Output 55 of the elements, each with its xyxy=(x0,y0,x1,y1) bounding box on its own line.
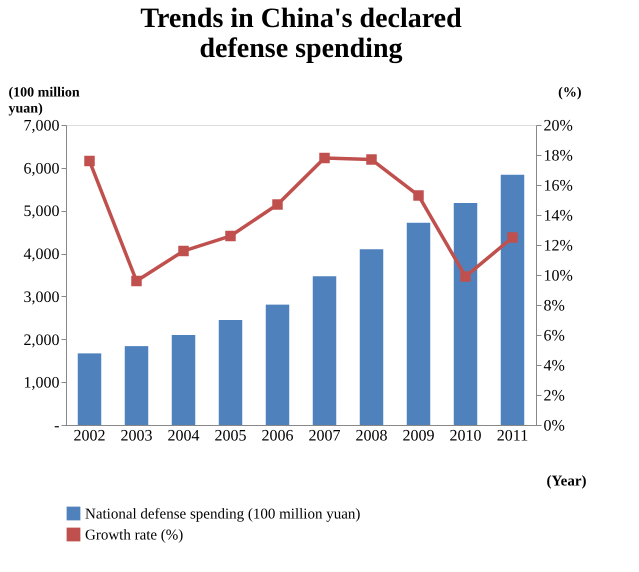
y2-tick-label: 18% xyxy=(544,148,573,164)
y2-tick-label: 16% xyxy=(544,178,573,194)
y2-tick-label: 8% xyxy=(544,298,565,314)
x-tick-label: 2003 xyxy=(120,428,152,444)
point xyxy=(84,156,95,166)
bar xyxy=(124,346,148,425)
point xyxy=(178,246,189,256)
y2-tick-label: 4% xyxy=(544,358,565,374)
point xyxy=(460,271,471,282)
x-tick-label: 2002 xyxy=(74,428,106,444)
bar xyxy=(312,276,336,425)
x-tick-label: 2011 xyxy=(496,428,528,444)
y-tick-label: 7,000 xyxy=(24,118,60,134)
y-tick-label: 5,000 xyxy=(24,203,60,220)
point xyxy=(413,190,424,201)
y2-tick-label: 14% xyxy=(544,208,573,224)
bar xyxy=(500,174,524,425)
y2-tick-label: 10% xyxy=(544,268,573,284)
y-tick-label: 3,000 xyxy=(24,288,60,306)
y2-tick-label: 12% xyxy=(544,238,573,254)
y-tick-label: 6,000 xyxy=(24,160,60,178)
x-tick-label: 2004 xyxy=(168,428,200,444)
bar xyxy=(266,304,290,425)
chart-title: Trends in China's declared defense spending xyxy=(140,3,462,64)
x-axis-title: (Year) xyxy=(546,474,586,490)
point xyxy=(507,232,518,243)
bar xyxy=(172,335,196,425)
x-tick-label: 2007 xyxy=(308,428,340,444)
y2-axis-title: (%) xyxy=(558,86,582,100)
point xyxy=(131,276,142,286)
y-tick-label: 1,000 xyxy=(24,374,60,392)
legend-label: National defense spending (100 million yuan) xyxy=(85,506,360,522)
y-tick-label: 4,000 xyxy=(24,246,60,264)
x-tick-label: 2009 xyxy=(402,428,434,444)
point xyxy=(272,199,283,210)
y-tick-label: 2,000 xyxy=(24,332,60,349)
bar xyxy=(218,320,242,425)
x-tick-label: 2006 xyxy=(262,428,294,444)
y2-tick-label: 20% xyxy=(544,118,573,134)
y2-tick-label: 2% xyxy=(544,388,565,404)
x-tick-label: 2005 xyxy=(214,428,246,444)
bar xyxy=(78,353,102,425)
legend-label: Growth rate (%) xyxy=(85,528,184,544)
point xyxy=(366,154,377,165)
bar xyxy=(360,249,384,425)
bar xyxy=(454,203,478,425)
bar xyxy=(406,222,430,425)
y-tick-label: - xyxy=(54,418,60,434)
x-tick-label: 2008 xyxy=(356,428,388,444)
point xyxy=(225,230,236,242)
y2-tick-label: 6% xyxy=(544,328,565,344)
x-tick-label: 2010 xyxy=(450,428,482,444)
y-axis-title: (100 million yuan) xyxy=(8,86,80,116)
point xyxy=(319,152,330,164)
y2-tick-label: 0% xyxy=(544,418,565,434)
